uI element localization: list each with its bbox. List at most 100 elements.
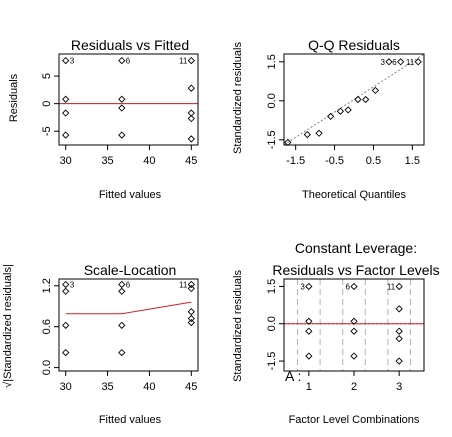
data-point xyxy=(305,327,313,335)
x-tick-label: 35 xyxy=(101,381,113,393)
constant-leverage-panel: Constant Leverage: Residuals vs Factor L… xyxy=(232,240,440,426)
data-point xyxy=(62,95,70,103)
factor-label: A : xyxy=(285,368,301,384)
data-point xyxy=(118,95,126,103)
y-tick-label: -5 xyxy=(41,126,53,136)
data-point xyxy=(362,95,370,104)
data-point xyxy=(305,282,313,291)
point-label: 11 xyxy=(406,58,415,67)
data-point xyxy=(395,305,403,313)
data-point xyxy=(344,106,352,114)
x-tick-label: 45 xyxy=(185,155,197,167)
data-point xyxy=(187,84,195,92)
data-point xyxy=(62,321,70,329)
y-tick-label: -1.5 xyxy=(266,130,278,149)
data-point xyxy=(187,284,195,293)
point-label: 6 xyxy=(126,57,131,66)
data-point xyxy=(350,327,358,335)
data-point xyxy=(395,335,403,343)
data-point xyxy=(303,130,311,139)
data-point xyxy=(395,282,403,291)
point-label: 11 xyxy=(387,282,396,291)
x-tick-label: 45 xyxy=(185,381,197,393)
data-point xyxy=(371,86,380,95)
plot-frame xyxy=(283,278,425,372)
x-axis-label: Fitted values xyxy=(99,189,162,201)
data-point xyxy=(187,308,195,316)
data-point xyxy=(62,280,70,289)
data-point xyxy=(118,348,126,357)
data-point xyxy=(62,109,70,117)
x-tick-label: 2 xyxy=(351,381,357,393)
y-axis-label: √|Standardized residuals| xyxy=(2,264,14,388)
data-point xyxy=(62,287,70,295)
x-tick-label: 0.5 xyxy=(366,155,381,167)
panel-title: Residuals vs Fitted xyxy=(71,37,189,53)
x-tick-label: 40 xyxy=(143,155,155,167)
data-point xyxy=(395,327,403,335)
y-tick-label: 5 xyxy=(41,73,53,79)
data-point xyxy=(395,357,403,365)
x-tick-label: -1.5 xyxy=(286,155,305,167)
plot-frame xyxy=(58,278,199,372)
data-point xyxy=(305,352,313,360)
point-label: 6 xyxy=(346,282,351,291)
data-point xyxy=(327,112,335,121)
data-point xyxy=(350,352,358,360)
point-label: 11 xyxy=(179,280,188,289)
data-point xyxy=(187,314,195,323)
point-label: 3 xyxy=(300,282,305,291)
x-tick-label: 35 xyxy=(101,155,113,167)
y-tick-label: 1.2 xyxy=(41,278,53,293)
data-point xyxy=(336,107,345,115)
x-tick-label: -0.5 xyxy=(325,155,344,167)
data-point xyxy=(414,58,422,66)
x-tick-label: 40 xyxy=(143,381,155,393)
x-tick-label: 3 xyxy=(396,381,402,393)
data-point xyxy=(350,282,358,291)
point-label: 3 xyxy=(70,280,75,289)
panel-title: Scale-Location xyxy=(84,262,177,278)
x-axis-label: Fitted values xyxy=(99,414,162,426)
data-point xyxy=(118,321,126,329)
data-point xyxy=(62,131,70,139)
data-point xyxy=(118,56,126,65)
panel-subtitle: Residuals vs Factor Levels xyxy=(272,262,439,278)
x-tick-label: 30 xyxy=(60,381,72,393)
x-axis-label: Factor Level Combinations xyxy=(289,414,420,426)
data-point xyxy=(350,317,358,325)
data-point xyxy=(305,317,313,325)
point-label: 3 xyxy=(381,58,386,67)
x-tick-label: 30 xyxy=(60,155,72,167)
point-label: 6 xyxy=(392,58,397,67)
plot-frame xyxy=(283,53,425,146)
y-tick-label: 1.5 xyxy=(266,54,278,69)
smooth-line xyxy=(65,301,192,315)
data-point xyxy=(118,104,126,112)
y-axis-label: Standardized residuals xyxy=(232,270,244,382)
data-point xyxy=(62,56,70,65)
data-point xyxy=(187,280,195,289)
qq-residuals-panel: Q-Q Residuals Theoretical Quantiles Stan… xyxy=(232,37,425,201)
data-point xyxy=(187,318,195,327)
reference-line xyxy=(283,53,425,146)
data-point xyxy=(118,280,126,289)
data-point xyxy=(397,58,405,66)
scale-location-panel: Scale-Location Fitted values √|Standardi… xyxy=(2,262,199,426)
y-tick-label: 1.5 xyxy=(266,279,278,294)
data-point xyxy=(354,95,362,104)
data-point xyxy=(315,129,323,137)
data-point xyxy=(62,348,70,357)
data-point xyxy=(118,131,126,139)
data-point xyxy=(187,56,195,65)
point-label: 6 xyxy=(126,280,131,289)
x-axis-label: Theoretical Quantiles xyxy=(302,189,406,201)
y-axis-label: Residuals xyxy=(8,73,20,122)
y-axis-label: Standardized residuals xyxy=(232,42,244,154)
point-label: 3 xyxy=(70,57,75,66)
residuals-vs-fitted-panel: Residuals vs Fitted Fitted values Residu… xyxy=(8,37,199,201)
plot-frame xyxy=(58,53,199,146)
y-tick-label: 0.0 xyxy=(41,360,53,375)
panel-title: Q-Q Residuals xyxy=(308,37,400,53)
